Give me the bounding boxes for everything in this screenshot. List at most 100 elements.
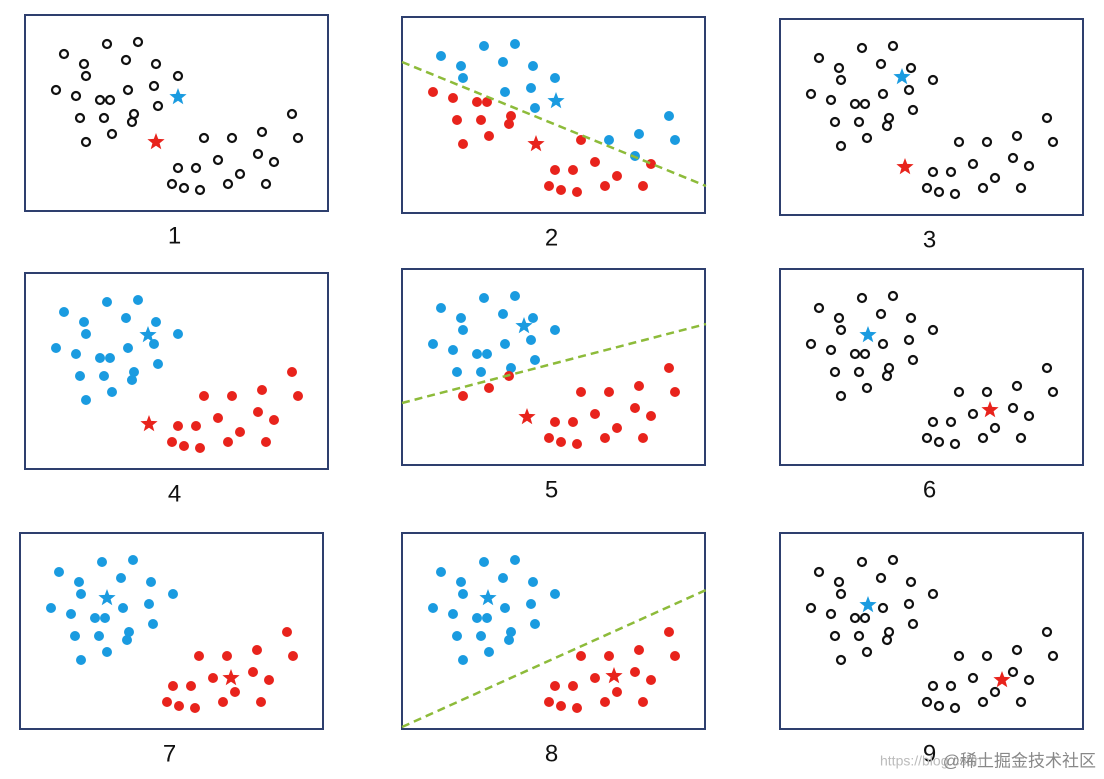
data-point: [556, 701, 566, 711]
data-point: [903, 598, 915, 610]
data-point: [146, 577, 156, 587]
data-point: [556, 437, 566, 447]
data-point: [428, 603, 438, 613]
panel: 8: [401, 532, 707, 767]
data-point: [144, 599, 154, 609]
data-point: [927, 416, 939, 428]
data-point: [1015, 432, 1027, 444]
data-point: [75, 371, 85, 381]
data-point: [482, 97, 492, 107]
data-point: [128, 555, 138, 565]
panel-label: 2: [545, 224, 558, 251]
data-point: [877, 88, 889, 100]
panel: 6: [779, 268, 1084, 503]
data-point: [223, 437, 233, 447]
data-point: [179, 441, 189, 451]
data-point: [981, 386, 993, 398]
data-point: [510, 291, 520, 301]
data-point: [510, 555, 520, 565]
data-point: [46, 603, 56, 613]
panel-frame: [19, 532, 324, 730]
centroid-blue: [139, 326, 157, 343]
data-point: [1023, 160, 1035, 172]
panel-frame: [401, 268, 706, 466]
centroid-blue: [169, 88, 187, 105]
data-point: [933, 700, 945, 712]
centroid-blue: [893, 68, 911, 85]
data-point: [95, 353, 105, 363]
data-point: [500, 603, 510, 613]
data-point: [634, 129, 644, 139]
data-point: [472, 613, 482, 623]
data-point: [859, 612, 871, 624]
data-point: [933, 186, 945, 198]
data-point: [856, 292, 868, 304]
data-point: [286, 108, 298, 120]
data-point: [907, 354, 919, 366]
data-point: [476, 367, 486, 377]
data-point: [456, 577, 466, 587]
data-point: [550, 417, 560, 427]
data-point: [190, 162, 202, 174]
data-point: [949, 438, 961, 450]
data-point: [148, 80, 160, 92]
data-point: [127, 375, 137, 385]
data-point: [260, 178, 272, 190]
data-point: [881, 120, 893, 132]
data-point: [528, 313, 538, 323]
data-point: [74, 112, 86, 124]
data-point: [949, 188, 961, 200]
data-point: [526, 83, 536, 93]
data-point: [257, 385, 267, 395]
data-point: [907, 618, 919, 630]
data-point: [835, 390, 847, 402]
data-point: [452, 367, 462, 377]
data-point: [528, 577, 538, 587]
data-point: [500, 87, 510, 97]
divider-line: [401, 322, 707, 405]
data-point: [106, 128, 118, 140]
data-point: [456, 61, 466, 71]
data-point: [172, 70, 184, 82]
data-point: [612, 687, 622, 697]
data-point: [835, 74, 847, 86]
data-point: [148, 619, 158, 629]
data-point: [58, 48, 70, 60]
data-point: [227, 391, 237, 401]
data-point: [1023, 674, 1035, 686]
panel-frame: [779, 18, 1084, 216]
data-point: [528, 61, 538, 71]
data-point: [977, 182, 989, 194]
data-point: [933, 436, 945, 448]
data-point: [268, 156, 280, 168]
data-point: [1011, 644, 1023, 656]
data-point: [875, 308, 887, 320]
data-point: [921, 182, 933, 194]
data-point: [121, 313, 131, 323]
data-point: [195, 443, 205, 453]
data-point: [168, 589, 178, 599]
data-point: [149, 339, 159, 349]
data-point: [835, 324, 847, 336]
data-point: [646, 675, 656, 685]
data-point: [190, 703, 200, 713]
data-point: [1047, 136, 1059, 148]
data-point: [849, 98, 861, 110]
data-point: [887, 290, 899, 302]
data-point: [945, 680, 957, 692]
data-point: [849, 612, 861, 624]
data-point: [859, 98, 871, 110]
data-point: [921, 432, 933, 444]
data-point: [550, 681, 560, 691]
data-point: [282, 627, 292, 637]
data-point: [222, 178, 234, 190]
data-point: [218, 697, 228, 707]
data-point: [875, 572, 887, 584]
data-point: [590, 409, 600, 419]
data-point: [907, 104, 919, 116]
data-point: [989, 686, 1001, 698]
data-point: [646, 411, 656, 421]
data-point: [436, 303, 446, 313]
centroid-red: [147, 133, 165, 150]
data-point: [166, 178, 178, 190]
